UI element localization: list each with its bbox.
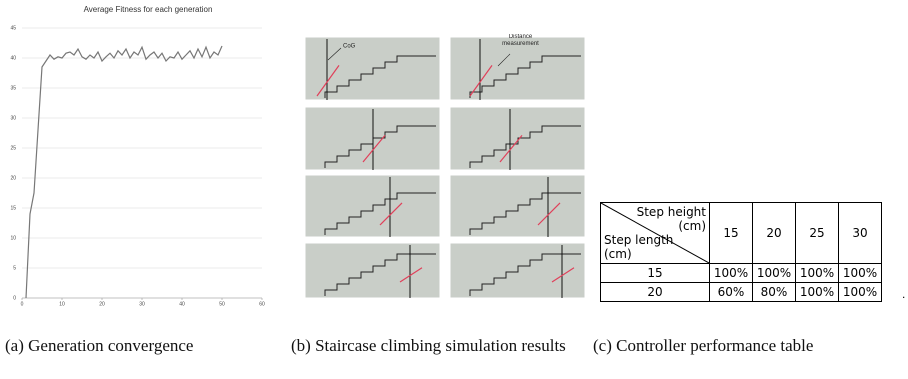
staircase xyxy=(324,55,436,98)
staircase xyxy=(324,253,436,296)
staircase xyxy=(469,253,581,296)
caption-b: (b) Staircase climbing simulation result… xyxy=(291,336,566,355)
column-header: 20 xyxy=(752,202,796,264)
chart-title: Average Fitness for each generation xyxy=(84,5,213,14)
distance-label-box: Distance measurement xyxy=(502,34,539,47)
table-cell: 100% xyxy=(838,282,882,302)
table-row: 20 60% 80% 100% 100% xyxy=(600,282,882,302)
x-tick-label: 30 xyxy=(139,301,145,307)
table-cell: 100% xyxy=(752,263,796,283)
x-tick-label: 0 xyxy=(21,301,24,307)
table-cell: 100% xyxy=(709,263,753,283)
period: . xyxy=(902,287,906,301)
x-tick-label: 60 xyxy=(259,301,265,307)
x-tick-label: 10 xyxy=(59,301,65,307)
caption-c: (c) Controller performance table xyxy=(593,336,814,355)
column-header: 25 xyxy=(795,202,839,264)
table-cell: 80% xyxy=(752,282,796,302)
leg-line xyxy=(551,267,575,283)
table-row: Step height (cm) Step length (cm) 15 20 25 30 xyxy=(600,202,882,264)
y-tick-label: 0 xyxy=(13,295,16,301)
x-tick-label: 20 xyxy=(99,301,105,307)
y-tick-label: 10 xyxy=(10,235,16,241)
y-tick-label: 40 xyxy=(10,55,16,61)
staircase xyxy=(324,192,436,235)
staircase xyxy=(469,192,581,235)
leg-line xyxy=(316,65,340,97)
column-header: 30 xyxy=(838,202,882,264)
leg-line xyxy=(469,65,493,97)
leg-line xyxy=(537,202,561,226)
cog-label: CoG xyxy=(343,44,356,50)
corner-top: Step height (cm) xyxy=(636,205,706,233)
sim-panel xyxy=(304,174,441,238)
x-tick-label: 50 xyxy=(219,301,225,307)
staircase xyxy=(324,125,436,168)
row-header: 20 xyxy=(600,282,710,302)
column-header: 15 xyxy=(709,202,753,264)
y-tick-label: 15 xyxy=(10,205,16,211)
table-cell: 60% xyxy=(709,282,753,302)
staircase xyxy=(469,125,581,168)
table-cell: 100% xyxy=(795,263,839,283)
leg-line xyxy=(362,134,386,163)
y-tick-label: 20 xyxy=(10,175,16,181)
cog-pointer xyxy=(327,47,342,61)
fitness-line xyxy=(25,45,223,299)
x-tick-label: 40 xyxy=(179,301,185,307)
row-header: 15 xyxy=(600,263,710,283)
distance-pointer xyxy=(497,53,511,67)
corner-diagonal xyxy=(601,203,709,263)
y-tick-label: 25 xyxy=(10,145,16,151)
performance-table: Step height (cm) Step length (cm) 15 20 25 30… xyxy=(600,202,882,302)
table-cell: 100% xyxy=(838,263,882,283)
leg-line xyxy=(399,267,423,283)
y-tick-label: 5 xyxy=(13,265,16,271)
staircase xyxy=(469,55,581,98)
leg-line xyxy=(379,202,403,226)
y-tick-label: 35 xyxy=(10,85,16,91)
corner-cell: Step height (cm) Step length (cm) xyxy=(600,202,710,264)
caption-a: (a) Generation convergence xyxy=(5,336,194,355)
fitness-chart: Average Fitness for each generation 0 5 10… xyxy=(10,5,265,307)
corner-bottom: Step length (cm) xyxy=(604,233,674,261)
y-tick-label: 45 xyxy=(10,25,16,31)
table-wrap: Step height (cm) Step length (cm) 15 20 25 30… xyxy=(600,202,882,302)
distance-label: Distance measurement xyxy=(502,34,539,47)
simulation-panels: CoG Distance measurement xyxy=(304,34,586,299)
leg-line xyxy=(499,134,523,163)
table-row: 15 100% 100% 100% 100% xyxy=(600,263,882,283)
table-cell: 100% xyxy=(795,282,839,302)
y-tick-label: 30 xyxy=(10,115,16,121)
